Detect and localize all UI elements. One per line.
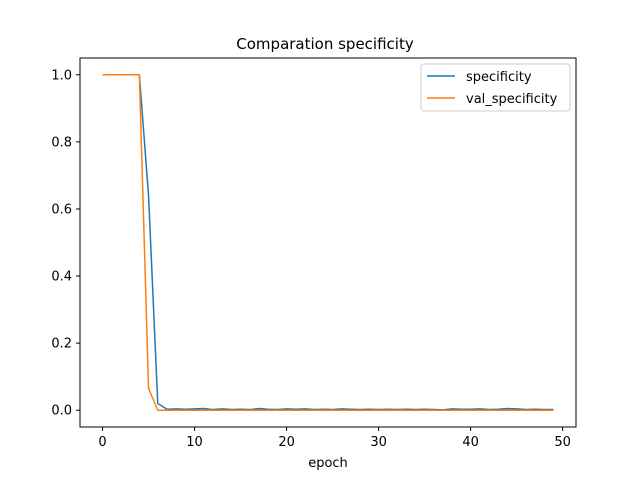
- x-tick-label: 30: [370, 435, 387, 450]
- y-tick-label: 0.0: [51, 404, 72, 419]
- y-tick-label: 0.2: [51, 337, 72, 352]
- plot-lines: [102, 74, 554, 411]
- x-tick-label: 40: [462, 435, 479, 450]
- x-axis: 0 10 20 30 40 50: [98, 427, 571, 450]
- y-tick-label: 0.8: [51, 135, 72, 150]
- y-tick-label: 0.4: [51, 270, 72, 285]
- x-tick-label: 10: [186, 435, 203, 450]
- series-line-1: [102, 74, 554, 411]
- x-axis-label: epoch: [308, 456, 348, 471]
- legend-frame: [420, 63, 571, 112]
- series-line-2: [102, 74, 554, 411]
- y-tick-label: 1.0: [51, 68, 72, 83]
- x-tick-label: 20: [278, 435, 295, 450]
- x-tick-label: 0: [98, 435, 106, 450]
- chart-title: Comparation specificity: [236, 35, 414, 53]
- legend: specificity val_specificity: [420, 63, 571, 112]
- y-tick-label: 0.6: [51, 202, 72, 217]
- legend-label-1: specificity: [466, 70, 532, 85]
- plot-frame: [79, 57, 577, 428]
- x-tick-label: 50: [554, 435, 571, 450]
- legend-label-2: val_specificity: [466, 92, 558, 107]
- y-axis: 0.0 0.2 0.4 0.6 0.8 1.0: [51, 68, 80, 419]
